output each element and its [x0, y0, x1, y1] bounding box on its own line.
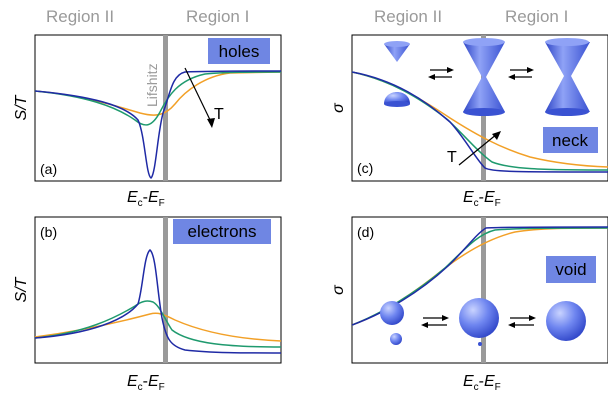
temperature-arrowhead-c	[492, 131, 501, 140]
double-arrow-icon	[508, 315, 536, 328]
panel-b-badge-text: electrons	[188, 222, 257, 241]
panel-b-tag: (b)	[40, 224, 57, 240]
curve-a-mid-T	[35, 71, 281, 126]
region-ii-label-right: Region II	[374, 7, 442, 26]
panel-c-badge-text: neck	[552, 131, 588, 150]
panel-c-frame	[351, 34, 608, 182]
panel-c-badge	[543, 127, 598, 153]
curve-b-high-T	[35, 312, 281, 342]
temperature-arrow-c	[458, 133, 498, 166]
ylabel-d: σ	[330, 284, 347, 295]
sphere-pair-icon	[380, 301, 404, 345]
curve-b-low-T	[35, 249, 281, 354]
panel-a: Lifshitz holes T (a) S/T Ec-EF	[13, 34, 282, 209]
curve-c-low-T	[352, 71, 608, 173]
neck-hourglass-icon	[545, 38, 590, 116]
panel-d-frame	[351, 216, 608, 364]
curve-a-low-T	[35, 70, 281, 179]
panel-d-badge-text: void	[555, 260, 586, 279]
curve-c-mid-T	[352, 71, 608, 171]
sphere-icon	[546, 301, 586, 341]
lifshitz-line-b	[163, 217, 168, 363]
panel-d-tag: (d)	[357, 224, 374, 240]
temperature-arrow-a	[184, 67, 213, 125]
panel-a-frame	[34, 34, 282, 182]
panel-c: neck T (c) σ Ec-EF	[330, 34, 608, 209]
temperature-arrowhead-a	[207, 118, 215, 128]
curve-b-mid-T	[35, 300, 281, 348]
lifshitz-label: Lifshitz	[144, 63, 160, 107]
sphere-with-dot-icon	[459, 298, 499, 346]
ylabel-b: S/T	[13, 276, 30, 302]
panel-a-badge-text: holes	[219, 42, 260, 61]
xlabel-c: Ec-EF	[463, 189, 501, 209]
panel-b: electrons (b) S/T Ec-EF	[13, 216, 282, 393]
panel-d: void (d) σ Ec-EF	[330, 216, 608, 393]
panel-b-badge	[173, 219, 271, 244]
region-i-label-right: Region I	[505, 7, 568, 26]
ylabel-c: σ	[330, 102, 347, 113]
xlabel-a: Ec-EF	[127, 189, 165, 209]
temperature-label-c: T	[447, 149, 457, 166]
temperature-label-a: T	[214, 106, 224, 123]
curve-d-low-T	[352, 226, 608, 326]
panel-a-badge	[208, 38, 270, 64]
double-arrow-icon	[508, 67, 534, 80]
region-i-label-left: Region I	[186, 7, 249, 26]
panel-a-tag: (a)	[40, 161, 57, 177]
ylabel-a: S/T	[13, 94, 30, 120]
xlabel-b: Ec-EF	[127, 373, 165, 393]
xlabel-d: Ec-EF	[463, 373, 501, 393]
region-ii-label-left: Region II	[46, 7, 114, 26]
double-arrow-icon	[428, 67, 454, 80]
hourglass-icon	[463, 38, 505, 116]
lifshitz-line-d	[481, 217, 486, 363]
panel-c-tag: (c)	[357, 160, 373, 176]
panel-d-badge	[546, 256, 596, 283]
panel-b-frame	[34, 216, 282, 364]
double-arrow-icon	[421, 315, 449, 328]
split-cone-icon	[384, 41, 410, 107]
